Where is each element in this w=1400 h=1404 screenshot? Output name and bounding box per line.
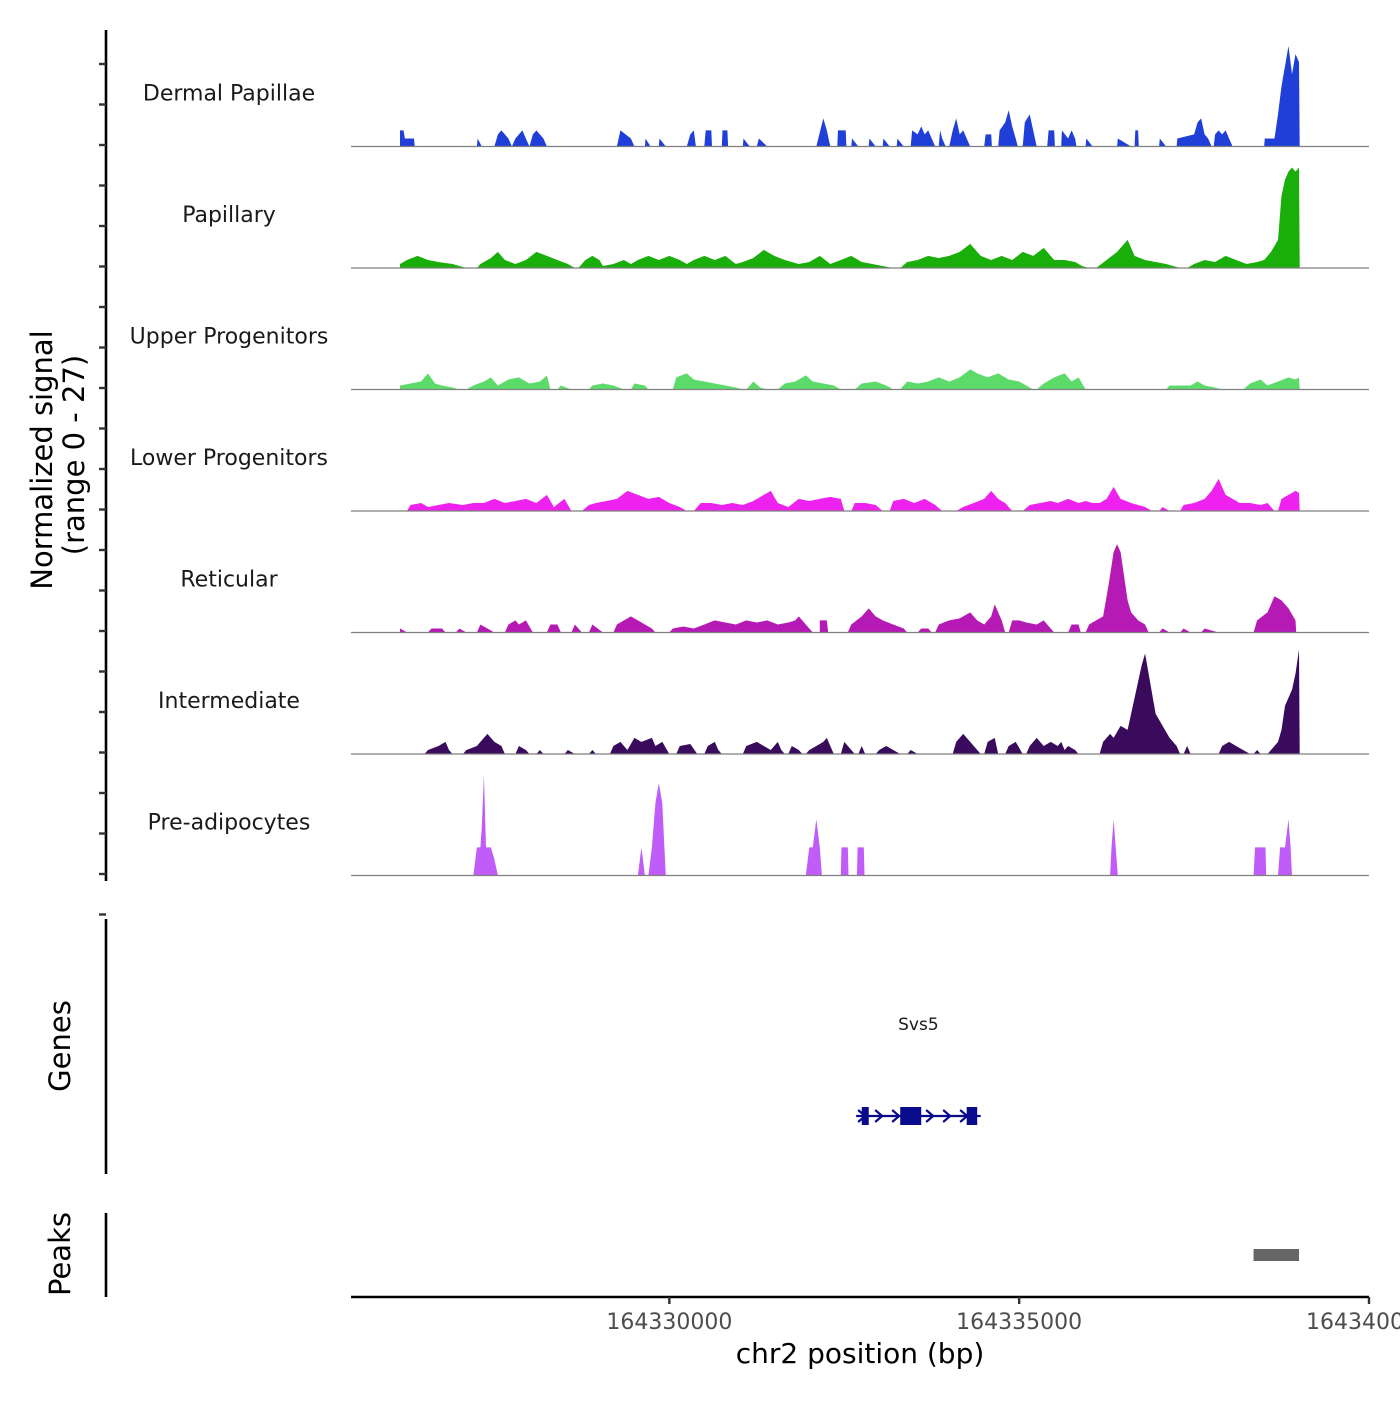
- track-lower-progenitors: Lower Progenitors: [130, 446, 1369, 512]
- track-signal-area: [400, 167, 1300, 268]
- gene-exon: [861, 1107, 869, 1125]
- track-signal-area: [400, 544, 1297, 633]
- track-label: Pre-adipocytes: [148, 811, 311, 836]
- track-label: Dermal Papillae: [143, 82, 315, 107]
- x-tick-label: 164340000: [1306, 1310, 1400, 1335]
- track-label: Intermediate: [158, 689, 300, 714]
- x-tick-label: 164330000: [606, 1310, 732, 1335]
- strand-arrow: [925, 1109, 935, 1123]
- gene-exon: [966, 1107, 978, 1125]
- track-signal-area: [400, 46, 1300, 147]
- track-label: Reticular: [180, 568, 278, 593]
- track-reticular: Reticular: [180, 544, 1369, 634]
- track-papillary: Papillary: [182, 167, 1369, 269]
- peaks-panel-label: Peaks: [43, 1212, 77, 1296]
- strand-arrow: [874, 1109, 884, 1123]
- track-signal-area: [424, 649, 1300, 754]
- strand-arrow: [942, 1109, 952, 1123]
- genes-panel-label: Genes: [43, 1000, 77, 1092]
- signal-y-axis-ticks: [99, 62, 106, 916]
- strand-arrow: [891, 1109, 901, 1123]
- gene-label: Svs5: [898, 1015, 939, 1035]
- peak-region: [1253, 1249, 1300, 1261]
- gene-svs5: Svs5: [856, 1015, 981, 1125]
- track-pre-adipocytes: Pre-adipocytes: [148, 775, 1369, 877]
- track-label: Papillary: [182, 203, 276, 228]
- track-label: Lower Progenitors: [130, 446, 328, 471]
- track-signal-area: [407, 478, 1300, 511]
- x-axis-title: chr2 position (bp): [736, 1337, 985, 1370]
- y-axis-title-line2: (range 0 - 27): [57, 355, 91, 555]
- track-dermal-papillae: Dermal Papillae: [143, 46, 1369, 148]
- gene-annotations: Svs5: [856, 1015, 981, 1125]
- track-signal-area: [400, 369, 1300, 390]
- x-tick-label: 164335000: [956, 1310, 1082, 1335]
- signal-tracks: Dermal Papillae Papillary Upper Progenitor…: [130, 46, 1369, 877]
- y-axis-title-line1: Normalized signal: [25, 330, 59, 589]
- peak-annotations: [1253, 1249, 1300, 1261]
- track-signal-area: [473, 775, 1292, 876]
- track-label: Upper Progenitors: [130, 325, 329, 350]
- track-upper-progenitors: Upper Progenitors: [130, 325, 1369, 391]
- x-axis-ticks: 164330000 164335000 164340000: [606, 1297, 1400, 1335]
- track-intermediate: Intermediate: [158, 649, 1369, 755]
- gene-exon: [900, 1107, 922, 1125]
